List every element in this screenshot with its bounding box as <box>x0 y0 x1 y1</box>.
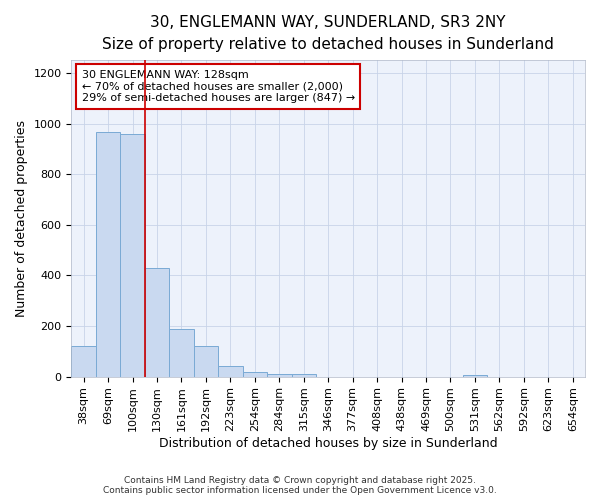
Y-axis label: Number of detached properties: Number of detached properties <box>15 120 28 317</box>
X-axis label: Distribution of detached houses by size in Sunderland: Distribution of detached houses by size … <box>159 437 497 450</box>
Text: Contains HM Land Registry data © Crown copyright and database right 2025.
Contai: Contains HM Land Registry data © Crown c… <box>103 476 497 495</box>
Bar <box>71 346 96 376</box>
Bar <box>194 346 218 376</box>
Bar <box>169 328 194 376</box>
Bar <box>463 374 487 376</box>
Title: 30, ENGLEMANN WAY, SUNDERLAND, SR3 2NY
Size of property relative to detached hou: 30, ENGLEMANN WAY, SUNDERLAND, SR3 2NY S… <box>102 15 554 52</box>
Bar <box>292 374 316 376</box>
Bar <box>267 374 292 376</box>
Bar <box>121 134 145 376</box>
Bar <box>96 132 121 376</box>
Text: 30 ENGLEMANN WAY: 128sqm
← 70% of detached houses are smaller (2,000)
29% of sem: 30 ENGLEMANN WAY: 128sqm ← 70% of detach… <box>82 70 355 103</box>
Bar <box>242 372 267 376</box>
Bar <box>145 268 169 376</box>
Bar <box>218 366 242 376</box>
